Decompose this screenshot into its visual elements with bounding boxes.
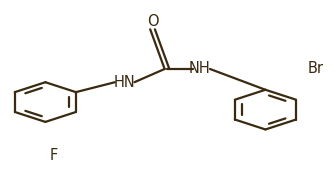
Text: NH: NH [189, 61, 211, 77]
Text: O: O [147, 14, 159, 29]
Text: HN: HN [114, 75, 135, 90]
Text: F: F [50, 148, 58, 163]
Text: Br: Br [307, 61, 323, 77]
